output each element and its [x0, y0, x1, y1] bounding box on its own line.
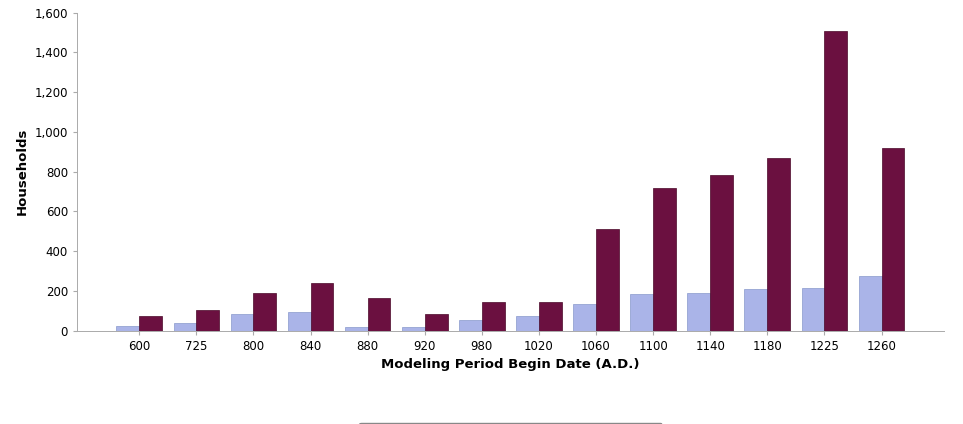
- Bar: [230, 315, 253, 331]
- Bar: [859, 276, 881, 331]
- Bar: [824, 31, 847, 331]
- Legend: McElmo Dome, Village Project study area: McElmo Dome, Village Project study area: [358, 423, 663, 424]
- Bar: [196, 310, 220, 331]
- Bar: [402, 327, 425, 331]
- Bar: [310, 283, 333, 331]
- Bar: [688, 293, 711, 331]
- X-axis label: Modeling Period Begin Date (A.D.): Modeling Period Begin Date (A.D.): [381, 358, 639, 371]
- Bar: [288, 312, 310, 331]
- Bar: [768, 158, 791, 331]
- Bar: [539, 302, 561, 331]
- Bar: [573, 304, 596, 331]
- Bar: [368, 298, 390, 331]
- Bar: [117, 326, 140, 331]
- Bar: [173, 323, 196, 331]
- Bar: [653, 187, 676, 331]
- Bar: [459, 321, 482, 331]
- Bar: [140, 316, 162, 331]
- Bar: [711, 175, 733, 331]
- Y-axis label: Households: Households: [16, 128, 29, 215]
- Bar: [881, 148, 904, 331]
- Bar: [744, 289, 768, 331]
- Bar: [482, 302, 505, 331]
- Bar: [516, 316, 539, 331]
- Bar: [253, 293, 276, 331]
- Bar: [801, 288, 824, 331]
- Bar: [596, 229, 619, 331]
- Bar: [631, 294, 653, 331]
- Bar: [425, 315, 448, 331]
- Bar: [345, 327, 368, 331]
